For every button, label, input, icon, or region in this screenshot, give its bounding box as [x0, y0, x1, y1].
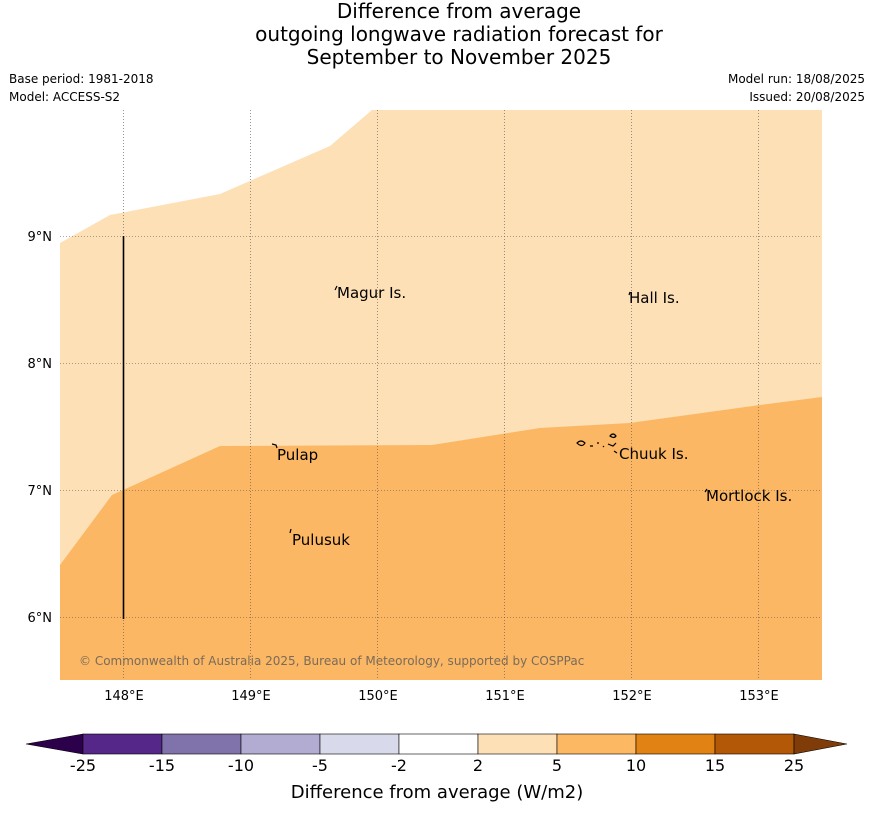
colorbar-tick-label: 25 [784, 756, 804, 775]
colorbar-tick-label: -5 [312, 756, 328, 775]
lon-tick-150e: 150°E [358, 689, 398, 704]
pulusuk-island-shape [289, 528, 292, 534]
lon-tick-151e: 151°E [485, 689, 525, 704]
hall-island-shape [628, 291, 631, 296]
meta-right: Model run: 18/08/2025 Issued: 20/08/2025 [728, 70, 865, 106]
lon-tick-149e: 149°E [231, 689, 271, 704]
colorbar-segment [556, 733, 637, 755]
colorbar-segment [398, 733, 479, 755]
colorbar-tick-label: -2 [391, 756, 407, 775]
place-label-chuuk: Chuuk Is. [619, 445, 688, 463]
pulap-island-shape [271, 443, 278, 449]
colorbar-segment [477, 733, 558, 755]
colorbar-segment [635, 733, 716, 755]
magur-island-shape [334, 285, 338, 291]
colorbar-segment [714, 733, 795, 755]
colorbar: -25 -15 -10 -5 -2 2 5 10 15 25 [25, 733, 848, 775]
colorbar-segment [82, 733, 163, 755]
copyright-text: © Commonwealth of Australia 2025, Bureau… [79, 654, 584, 668]
colorbar-title: Difference from average (W/m2) [291, 782, 583, 803]
mortlock-island-shape [704, 488, 708, 493]
colorbar-segment [240, 733, 321, 755]
colorbar-extension-low [25, 733, 84, 755]
place-label-pulusuk: Pulusuk [292, 531, 350, 549]
chuuk-island-shape [576, 433, 618, 454]
lat-tick-7n: 7°N [28, 484, 53, 499]
colorbar-tick-label: 10 [626, 756, 646, 775]
title-line-3: September to November 2025 [306, 45, 612, 69]
lat-tick-labels: 9°N 8°N 7°N 6°N [28, 230, 53, 626]
colorbar-tick-label: -10 [228, 756, 254, 775]
colorbar-tick-label: -25 [70, 756, 96, 775]
place-labels: Magur Is. Hall Is. Pulap Chuuk Is. Mortl… [277, 284, 792, 549]
colorbar-tick-label: -15 [149, 756, 175, 775]
title-line-2: outgoing longwave radiation forecast for [255, 22, 663, 46]
colorbar-tick-label: 15 [705, 756, 725, 775]
meta-left: Base period: 1981-2018 Model: ACCESS-S2 [9, 70, 154, 106]
colorbar-tick-label: 2 [473, 756, 483, 775]
map-title: Difference from average outgoing longwav… [0, 0, 873, 69]
colorbar-tick-label: 5 [552, 756, 562, 775]
lat-tick-9n: 9°N [28, 230, 53, 245]
colorbar-extension-high [793, 733, 848, 755]
place-label-magur: Magur Is. [337, 284, 406, 302]
place-label-mortlock: Mortlock Is. [706, 487, 792, 505]
lon-tick-labels: 148°E 149°E 150°E 151°E 152°E 153°E [104, 689, 779, 704]
colorbar-segment [319, 733, 400, 755]
title-line-1: Difference from average [336, 0, 582, 23]
no-data-region [60, 110, 372, 243]
place-label-pulap: Pulap [277, 446, 318, 464]
lon-tick-152e: 152°E [612, 689, 652, 704]
model-run: Model run: 18/08/2025 [727, 72, 865, 86]
islands [271, 285, 708, 534]
place-label-hall: Hall Is. [629, 289, 680, 307]
lon-tick-148e: 148°E [104, 689, 144, 704]
model-name: Model: ACCESS-S2 [9, 90, 121, 104]
lat-tick-8n: 8°N [28, 357, 53, 372]
base-period: Base period: 1981-2018 [9, 72, 154, 86]
issued-date: Issued: 20/08/2025 [749, 90, 865, 104]
lon-tick-153e: 153°E [739, 689, 779, 704]
colorbar-segment [161, 733, 242, 755]
lat-tick-6n: 6°N [28, 611, 53, 626]
